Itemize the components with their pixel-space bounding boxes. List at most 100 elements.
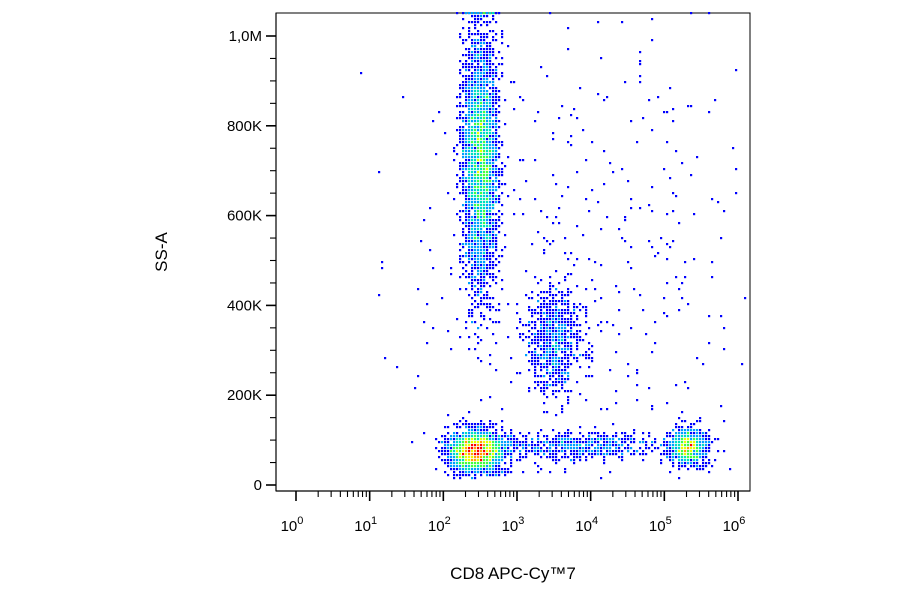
event-dot (480, 426, 483, 429)
event-dot (483, 123, 486, 126)
event-dot (531, 327, 534, 330)
event-dot (471, 45, 474, 48)
event-dot (459, 261, 462, 264)
event-dot (546, 369, 549, 372)
event-dot (669, 456, 672, 459)
event-dot (462, 165, 465, 168)
event-dot (588, 447, 591, 450)
event-dot (639, 441, 642, 444)
event-dot (519, 198, 522, 201)
event-dot (486, 246, 489, 249)
event-dot (543, 252, 546, 255)
event-dot (495, 126, 498, 129)
event-dot (444, 471, 447, 474)
event-dot (522, 444, 525, 447)
event-dot (531, 309, 534, 312)
event-dot (507, 435, 510, 438)
event-dot (693, 258, 696, 261)
event-dot (531, 357, 534, 360)
event-dot (468, 261, 471, 264)
event-dot (504, 234, 507, 237)
event-dot (708, 450, 711, 453)
event-dot (441, 450, 444, 453)
event-dot (474, 438, 477, 441)
event-dot (519, 432, 522, 435)
event-dot (477, 201, 480, 204)
event-dot (543, 303, 546, 306)
event-dot (567, 447, 570, 450)
event-dot (477, 336, 480, 339)
event-dot (471, 273, 474, 276)
event-dot (477, 18, 480, 21)
event-dot (564, 369, 567, 372)
event-dot (588, 441, 591, 444)
event-dot (465, 468, 468, 471)
event-dot (561, 411, 564, 414)
event-dot (444, 462, 447, 465)
event-dot (489, 318, 492, 321)
event-dot (483, 252, 486, 255)
event-dot (567, 48, 570, 51)
event-dot (696, 468, 699, 471)
event-dot (570, 354, 573, 357)
event-dot (426, 342, 429, 345)
event-dot (456, 438, 459, 441)
event-dot (471, 78, 474, 81)
event-dot (483, 93, 486, 96)
event-dot (462, 147, 465, 150)
event-dot (684, 450, 687, 453)
event-dot (486, 210, 489, 213)
event-dot (483, 258, 486, 261)
event-dot (546, 396, 549, 399)
event-dot (471, 207, 474, 210)
event-dot (693, 441, 696, 444)
event-dot (471, 462, 474, 465)
event-dot (483, 60, 486, 63)
event-dot (561, 369, 564, 372)
event-dot (561, 387, 564, 390)
event-dot (486, 123, 489, 126)
event-dot (486, 195, 489, 198)
event-dot (501, 144, 504, 147)
event-dot (447, 453, 450, 456)
event-dot (564, 378, 567, 381)
event-dot (546, 387, 549, 390)
event-dot (468, 153, 471, 156)
event-dot (450, 267, 453, 270)
event-dot (492, 231, 495, 234)
event-dot (462, 183, 465, 186)
event-dot (492, 96, 495, 99)
event-dot (708, 12, 711, 15)
event-dot (525, 180, 528, 183)
event-dot (459, 114, 462, 117)
event-dot (546, 339, 549, 342)
event-dot (471, 444, 474, 447)
event-dot (480, 48, 483, 51)
event-dot (702, 468, 705, 471)
event-dot (483, 210, 486, 213)
event-dot (687, 444, 690, 447)
event-dot (585, 333, 588, 336)
event-dot (498, 471, 501, 474)
event-dot (594, 300, 597, 303)
event-dot (480, 465, 483, 468)
event-dot (468, 159, 471, 162)
event-dot (558, 366, 561, 369)
event-dot (468, 348, 471, 351)
event-dot (486, 234, 489, 237)
event-dot (468, 162, 471, 165)
event-dot (492, 333, 495, 336)
event-dot (474, 24, 477, 27)
event-dot (495, 249, 498, 252)
event-dot (636, 372, 639, 375)
event-dot (459, 255, 462, 258)
event-dot (480, 288, 483, 291)
event-dot (498, 270, 501, 273)
event-dot (540, 345, 543, 348)
event-dot (474, 156, 477, 159)
event-dot (519, 372, 522, 375)
event-dot (501, 141, 504, 144)
event-dot (513, 108, 516, 111)
event-dot (537, 294, 540, 297)
event-dot (465, 81, 468, 84)
